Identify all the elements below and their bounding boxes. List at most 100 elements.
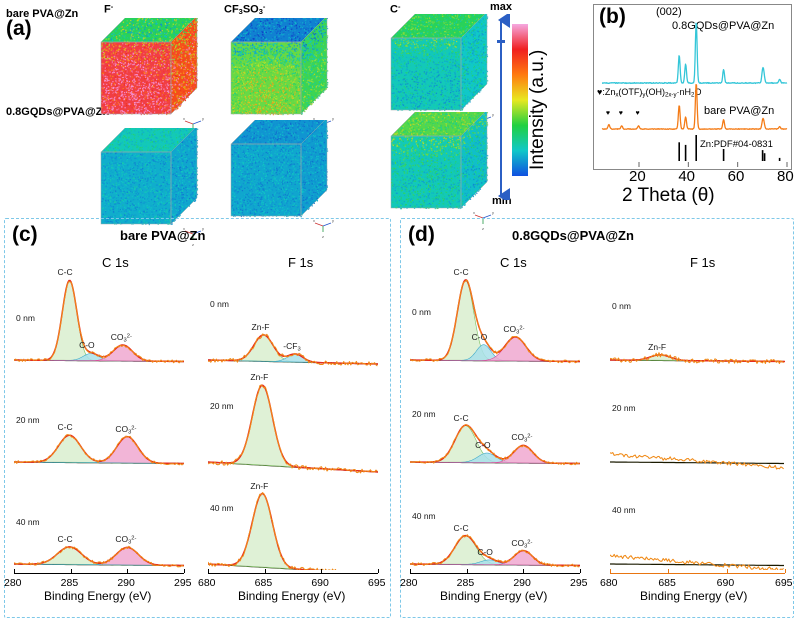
xrd-legend-mid: bare PVA@Zn <box>704 105 775 117</box>
depth-label-40nm: 40 nm <box>612 505 636 515</box>
xrd-xtick-60: 60 <box>727 168 745 185</box>
peak-label-CC: C-C <box>453 267 469 278</box>
peak-label-ZnF: Zn-F <box>648 341 667 352</box>
spectrum-C1s-0nm <box>14 279 184 364</box>
peak-label-CO: C-O <box>477 546 493 557</box>
panel-c-c1s-tick-295 <box>184 569 185 573</box>
panel-c-f1s-title: F 1s <box>288 255 314 270</box>
peak-label-CO32: CO32- <box>511 432 533 444</box>
colorbar-gradient <box>512 24 528 176</box>
tof-sims-cube-1: xyz <box>95 18 205 136</box>
panel-c-f1s-xaxis-title: Binding Energy (eV) <box>238 589 346 603</box>
depth-label-20nm: 20 nm <box>210 401 234 411</box>
spectrum-C1s-40nm <box>14 545 184 568</box>
depth-label-0nm: 0 nm <box>210 299 229 309</box>
peak-label-CO: C-O <box>79 340 95 351</box>
panel-d-box <box>400 218 794 618</box>
tof-sims-cube-2: xyz <box>225 18 335 136</box>
panel-c-f1s-ticklabel-690: 690 <box>311 577 329 589</box>
depth-label-20nm: 20 nm <box>612 403 636 413</box>
xrd-xtick-40: 40 <box>678 168 696 185</box>
panel-d-c1s-ticklabel-295: 295 <box>570 577 588 589</box>
colorbar-min-label: min <box>492 195 512 207</box>
panel-a-col-label-c: C- <box>390 2 401 16</box>
spectrum-C1s-20nm <box>14 434 184 466</box>
panel-d-title: 0.8GQDs@PVA@Zn <box>512 228 634 243</box>
svg-text:y: y <box>202 116 204 121</box>
panel-d-f1s-ticklabel-685: 685 <box>658 577 676 589</box>
panel-a-col-label-f: F- <box>104 2 114 16</box>
panel-c-c1s-spectra <box>14 266 184 570</box>
spectrum-F1s-0nm <box>610 352 785 365</box>
panel-c-f1s-ticklabel-685: 685 <box>254 577 273 589</box>
peak-label-CO32: CO32- <box>511 537 533 550</box>
peak-label-CC: C-C <box>57 267 73 278</box>
panel-d-f1s-ticklabel-695: 695 <box>775 577 793 589</box>
panel-a-row-label-top: bare PVA@Zn <box>6 8 79 20</box>
spectrum-F1s-40nm <box>610 553 784 570</box>
panel-c-letter: (c) <box>12 223 38 246</box>
panel-c-c1s-tick-285 <box>70 569 72 573</box>
panel-c-c1s-ticklabel-290: 290 <box>117 577 135 589</box>
panel-a-letter: (a) <box>6 17 32 40</box>
peak-label-ZnF: Zn-F <box>250 480 269 491</box>
spectrum-C1s-0nm <box>410 278 580 364</box>
panel-a-col-label-cf3so3: CF3SO3- <box>224 2 266 17</box>
panel-d-f1s-xaxis-title: Binding Energy (eV) <box>640 589 748 603</box>
xrd-legend-bottom: Zn:PDF#04-0831 <box>700 139 773 150</box>
panel-c-c1s-xaxis-title: Binding Energy (eV) <box>44 589 152 603</box>
peak-label-CO: C-O <box>471 331 488 342</box>
depth-label-0nm: 0 nm <box>16 313 35 323</box>
svg-text:x: x <box>183 116 185 121</box>
panel-c-c1s-ticklabel-280: 280 <box>4 577 22 589</box>
panel-d-f1s-ticklabel-680: 680 <box>600 577 618 589</box>
panel-d-f1s-tick-695 <box>785 569 786 573</box>
peak-label-CC: C-C <box>453 412 469 423</box>
panel-d-c1s-tick-290 <box>523 569 525 573</box>
tof-sims-cube-3: xyz <box>385 14 495 132</box>
panel-c-f1s-ticklabel-695: 695 <box>368 577 386 589</box>
xrd-ylabel: Intensity (a.u.) <box>527 49 548 170</box>
depth-label-0nm: 0 nm <box>612 301 631 311</box>
peak-label-CC: C-C <box>57 422 73 433</box>
xrd-peak-index-label: (002) <box>656 6 682 18</box>
peak-label-CF3: -CF3 <box>283 341 301 353</box>
panel-c-f1s-spectra <box>208 266 378 570</box>
panel-a-row-label-bottom: 0.8GQDs@PVA@Zn <box>6 106 110 118</box>
panel-c-title: bare PVA@Zn <box>120 228 206 243</box>
panel-c-f1s-tick-685 <box>264 569 266 573</box>
panel-d-c1s-tick-285 <box>466 569 468 573</box>
panel-d-f1s-tick-680 <box>610 569 611 573</box>
panel-d-c1s-title: C 1s <box>500 255 527 270</box>
peak-label-ZnF: Zn-F <box>250 372 269 383</box>
panel-d-c1s-ticklabel-285: 285 <box>456 577 475 589</box>
panel-c-f1s-ticklabel-680: 680 <box>198 577 216 589</box>
panel-d-c1s-xaxis-title: Binding Energy (eV) <box>440 589 548 603</box>
panel-c-c1s-ticklabel-285: 285 <box>60 577 79 589</box>
panel-c-f1s-axis-line <box>208 573 378 574</box>
panel-d-c1s-tick-295 <box>580 569 581 573</box>
panel-c-c1s-title: C 1s <box>102 255 129 270</box>
peak-label-ZnF: Zn-F <box>251 321 270 332</box>
xrd-xtick-20: 20 <box>629 168 646 185</box>
panel-d-c1s-axis-line <box>410 573 580 574</box>
panel-d-c1s-ticklabel-280: 280 <box>400 577 418 589</box>
panel-c-f1s-tick-690 <box>321 569 323 573</box>
peak-label-CC: C-C <box>57 533 73 544</box>
panel-d-f1s-axis-line <box>610 573 785 574</box>
xrd-xlabel: 2 Theta (θ) <box>622 185 715 206</box>
depth-label-20nm: 20 nm <box>16 415 40 425</box>
xrd-traces: ♥ ♥ ♥ <box>601 22 788 167</box>
panel-b-letter: (b) <box>599 5 626 28</box>
panel-d-f1s-title: F 1s <box>690 255 716 270</box>
panel-c-c1s-axis-line <box>14 573 184 574</box>
peak-label-CO32: CO32- <box>115 534 137 546</box>
peak-label-CO32: CO32- <box>115 423 137 436</box>
spectrum-F1s-20nm <box>208 384 378 474</box>
depth-label-20nm: 20 nm <box>412 409 436 419</box>
depth-label-40nm: 40 nm <box>210 503 234 513</box>
panel-d-c1s-tick-280 <box>410 569 411 573</box>
xrd-impurity-note: ♥:Znx(OTF)y(OH)2x-y·nH2O <box>597 87 702 99</box>
